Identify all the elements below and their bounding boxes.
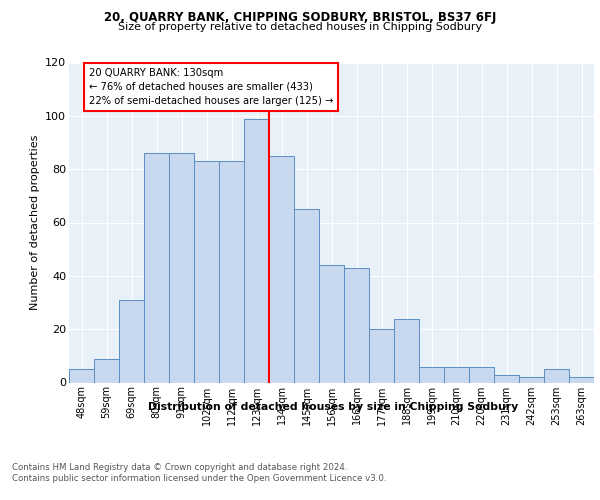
Bar [194,161,219,382]
Text: Contains HM Land Registry data © Crown copyright and database right 2024.: Contains HM Land Registry data © Crown c… [12,462,347,471]
Bar [269,156,294,382]
Text: Distribution of detached houses by size in Chipping Sodbury: Distribution of detached houses by size … [148,402,518,412]
Bar [519,377,544,382]
Bar [494,374,519,382]
Bar [419,366,444,382]
Bar [169,153,194,382]
Text: Contains public sector information licensed under the Open Government Licence v3: Contains public sector information licen… [12,474,386,483]
Bar [294,209,319,382]
Bar [369,329,394,382]
Bar [394,318,419,382]
Bar [569,377,594,382]
Bar [219,161,244,382]
Y-axis label: Number of detached properties: Number of detached properties [29,135,40,310]
Bar [244,118,269,382]
Text: 20, QUARRY BANK, CHIPPING SODBURY, BRISTOL, BS37 6FJ: 20, QUARRY BANK, CHIPPING SODBURY, BRIST… [104,11,496,24]
Bar [94,358,119,382]
Text: Size of property relative to detached houses in Chipping Sodbury: Size of property relative to detached ho… [118,22,482,32]
Bar [144,153,169,382]
Bar [319,265,344,382]
Bar [119,300,144,382]
Bar [444,366,469,382]
Text: 20 QUARRY BANK: 130sqm
← 76% of detached houses are smaller (433)
22% of semi-de: 20 QUARRY BANK: 130sqm ← 76% of detached… [89,68,334,106]
Bar [469,366,494,382]
Bar [544,369,569,382]
Bar [69,369,94,382]
Bar [344,268,369,382]
